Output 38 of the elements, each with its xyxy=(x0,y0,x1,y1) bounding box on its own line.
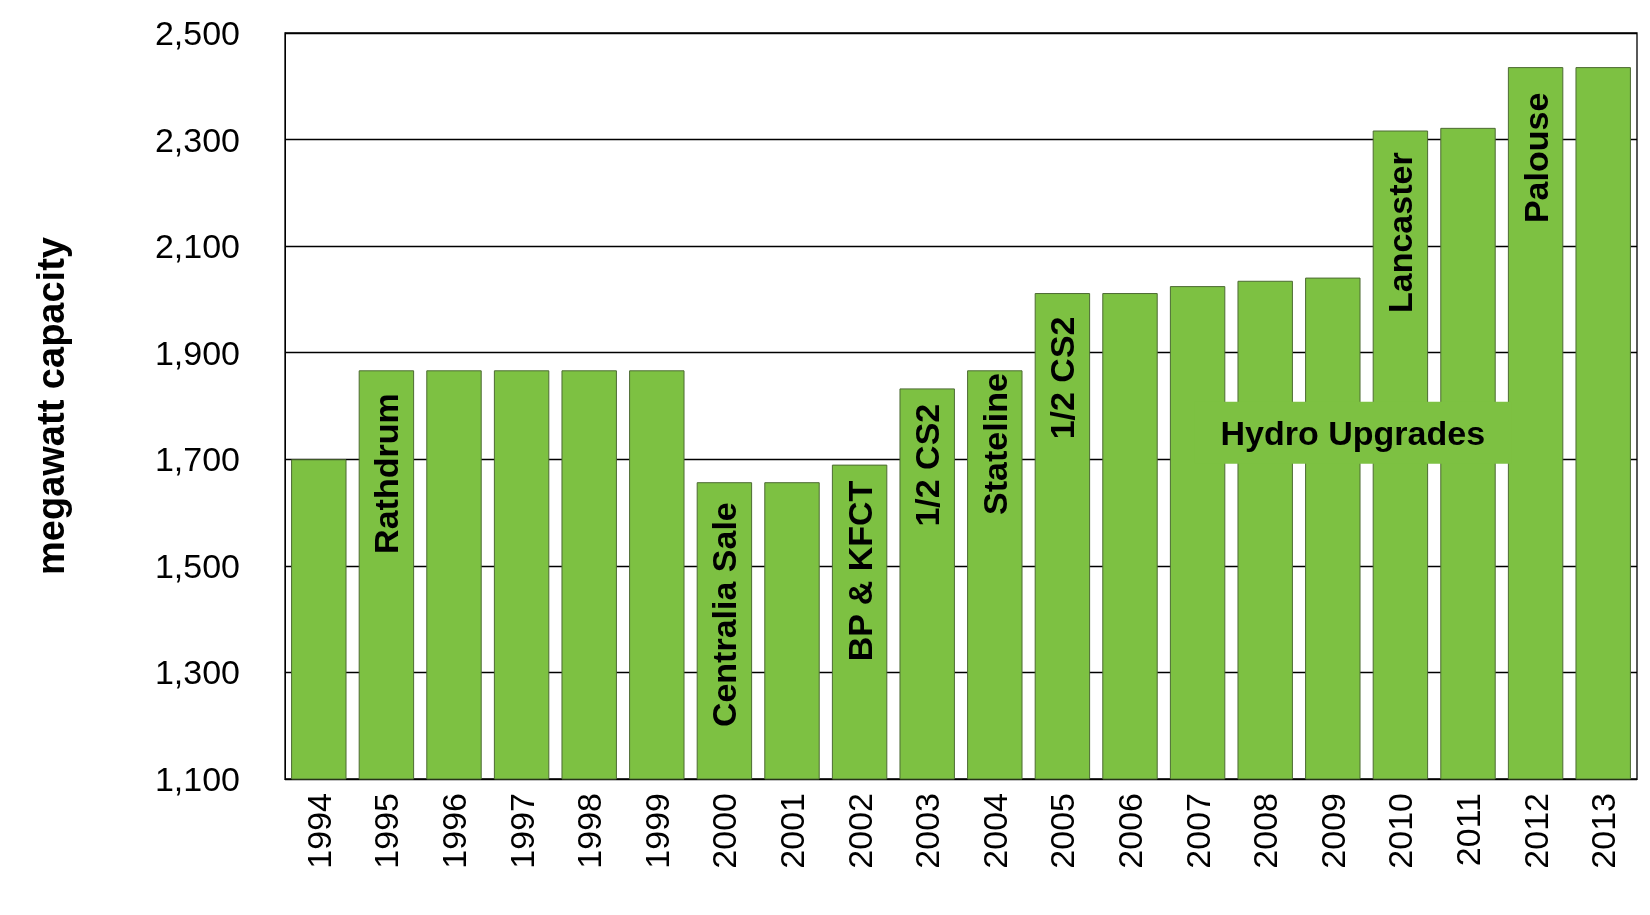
x-tick-label: 2011 xyxy=(1449,793,1487,867)
x-tick-label: 1995 xyxy=(367,793,406,869)
annotation: 1/2 CS2 xyxy=(908,403,947,527)
y-tick-label: 1,900 xyxy=(154,333,240,372)
y-tick-label: 2,300 xyxy=(154,120,240,159)
x-tick-label: 2006 xyxy=(1111,793,1149,869)
x-tick-label: 1997 xyxy=(502,793,541,869)
annotation: Stateline xyxy=(975,373,1014,515)
x-tick-label: 2001 xyxy=(773,793,811,869)
annotation: BP & KFCT xyxy=(840,480,879,662)
x-tick-label: 2008 xyxy=(1246,793,1285,869)
y-tick-label: 2,100 xyxy=(154,227,240,266)
y-tick-label: 2,500 xyxy=(154,14,240,52)
x-tick-label: 2013 xyxy=(1584,793,1623,869)
x-tick-label: 2003 xyxy=(908,793,947,869)
x-tick-label: 2009 xyxy=(1313,793,1352,869)
x-tick-label: 2010 xyxy=(1381,793,1420,869)
y-tick-label: 1,500 xyxy=(154,546,240,585)
x-tick-label: 2004 xyxy=(975,793,1014,869)
annotation: Rathdrum xyxy=(367,393,406,554)
annotation: 1/2 CS2 xyxy=(1043,316,1082,440)
x-tick-label: 2005 xyxy=(1043,793,1082,869)
x-tick-label: 1999 xyxy=(637,793,676,869)
x-tick-label: 2012 xyxy=(1516,793,1555,869)
x-tick-label: 2002 xyxy=(840,793,879,869)
annotation: Centralia Sale xyxy=(705,502,744,728)
annotation: Lancaster xyxy=(1381,152,1420,313)
x-tick-label: 1996 xyxy=(435,793,473,869)
x-tick-label: 1994 xyxy=(299,793,338,869)
x-tick-label: 2000 xyxy=(705,793,744,869)
y-tick-label: 1,100 xyxy=(154,760,240,798)
x-tick-label: 2007 xyxy=(1178,793,1217,869)
y-axis-title: megawatt capacity xyxy=(30,237,72,575)
annotation: Hydro Upgrades xyxy=(1220,413,1486,452)
y-tick-label: 1,300 xyxy=(154,653,240,692)
y-tick-label: 1,700 xyxy=(154,440,240,479)
annotation: Palouse xyxy=(1516,92,1555,224)
x-tick-label: 1998 xyxy=(570,793,609,869)
